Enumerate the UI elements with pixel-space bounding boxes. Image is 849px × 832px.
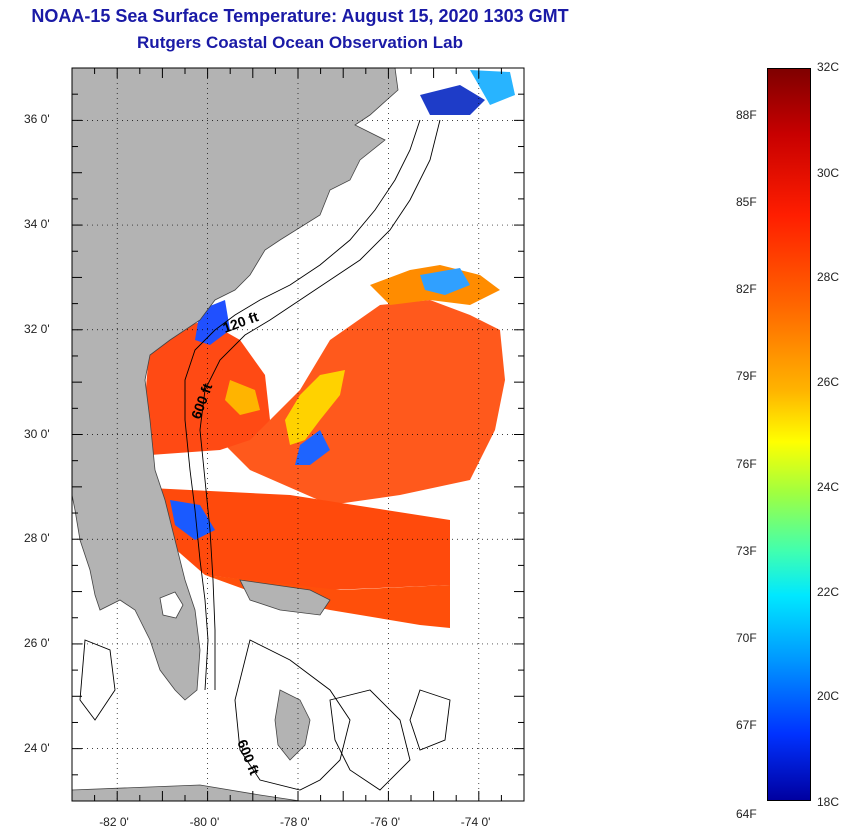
colorbar-fahrenheit-label: 79F	[736, 369, 757, 384]
bahamas-grand	[239, 579, 331, 616]
latitude-tick-label: 28 0'	[24, 531, 50, 546]
land-layer	[72, 68, 399, 801]
latitude-tick-label: 26 0'	[24, 635, 50, 650]
colorbar-fahrenheit-label: 73F	[736, 543, 757, 558]
colorbar-fahrenheit-label: 67F	[736, 718, 757, 733]
cuba-north	[72, 784, 301, 801]
colorbar-fahrenheit-label: 88F	[736, 107, 757, 122]
latitude-tick-label: 36 0'	[24, 112, 50, 127]
colorbar-fahrenheit-label: 82F	[736, 282, 757, 297]
graticule	[72, 68, 524, 801]
colorbar-fahrenheit-label: 70F	[736, 631, 757, 646]
longitude-tick-label: -80 0'	[189, 815, 220, 829]
longitude-tick-label: -78 0'	[280, 815, 310, 829]
bathymetry-contours	[79, 119, 451, 791]
longitude-tick-label: -82 0'	[99, 815, 129, 829]
sst-colorbar	[767, 68, 811, 801]
colorbar-fahrenheit-label: 85F	[736, 194, 757, 209]
colorbar-celsius-label: 22C	[817, 584, 840, 599]
colorbar-celsius-label: 26C	[817, 375, 840, 390]
latitude-tick-label: 34 0'	[24, 217, 50, 232]
bahamas-andros	[274, 689, 311, 761]
latitude-tick-label: 32 0'	[24, 321, 50, 336]
latitude-tick-label: 24 0'	[24, 740, 50, 755]
colorbar-fahrenheit-label: 76F	[736, 456, 757, 471]
latitude-tick-label: 30 0'	[24, 426, 50, 441]
frame-ticks	[71, 67, 525, 802]
colorbar-celsius-label: 18C	[817, 795, 840, 809]
us-east-coast-land	[72, 68, 399, 701]
colorbar-fahrenheit-label: 64F	[736, 806, 757, 821]
colorbar-celsius-label: 20C	[817, 689, 840, 704]
longitude-tick-label: -76 0'	[370, 815, 401, 829]
colorbar-celsius-label: 28C	[817, 270, 840, 285]
map-title: NOAA-15 Sea Surface Temperature: August …	[31, 6, 569, 26]
map-subtitle: Rutgers Coastal Ocean Observation Lab	[137, 33, 463, 52]
longitude-tick-label: -74 0'	[460, 815, 491, 829]
colorbar-celsius-label: 24C	[817, 479, 840, 494]
colorbar-celsius-label: 30C	[817, 165, 840, 180]
colorbar-celsius-label: 32C	[817, 60, 840, 74]
lake-okeechobee	[159, 591, 184, 619]
